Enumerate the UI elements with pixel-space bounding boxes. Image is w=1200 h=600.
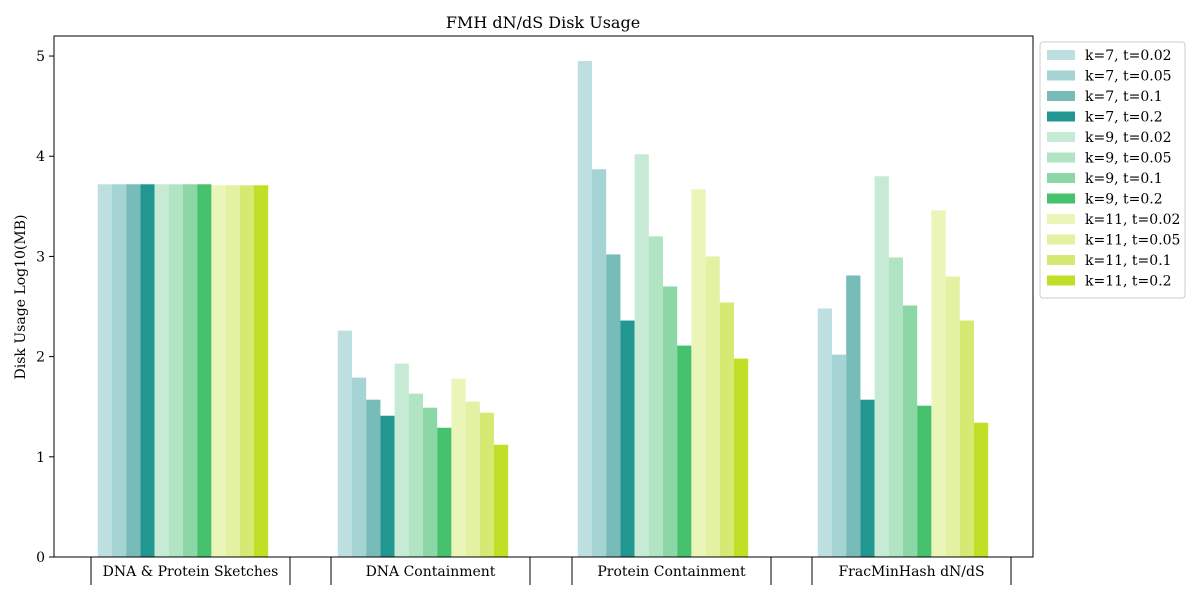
legend-swatch <box>1047 214 1075 224</box>
x-tick-label: Protein Containment <box>597 564 746 580</box>
bar-12-2 <box>494 444 509 557</box>
legend-swatch <box>1047 234 1075 245</box>
legend-swatch <box>1047 91 1075 101</box>
axes-layer: 0 1 2 3 4 5 DNA & Protein Sketches DNA Containm… <box>36 35 1034 585</box>
x-tick-label: DNA & Protein Sketches <box>103 564 279 580</box>
bar-12-3 <box>734 358 749 557</box>
bar-2-2 <box>352 377 367 557</box>
legend-label: k=9, t=0.2 <box>1085 192 1163 208</box>
bar-9-4 <box>931 210 946 557</box>
legend-label: k=9, t=0.02 <box>1085 130 1172 146</box>
bar-7-1 <box>183 184 198 557</box>
legend-swatch <box>1047 173 1075 183</box>
y-tick-label: 0 <box>36 550 45 566</box>
legend-label: k=11, t=0.2 <box>1085 274 1172 290</box>
legend-label: k=7, t=0.02 <box>1085 48 1172 64</box>
bar-5-3 <box>634 154 649 558</box>
bars-layer <box>97 61 989 558</box>
bar-11-2 <box>479 412 494 557</box>
legend-label: k=9, t=0.1 <box>1085 171 1163 187</box>
bar-4-1 <box>140 184 155 557</box>
bar-6-1 <box>168 184 183 557</box>
legend-label: k=7, t=0.1 <box>1085 89 1163 105</box>
bar-2-1 <box>112 184 127 557</box>
bar-12-1 <box>254 185 269 558</box>
y-axis-label: Disk Usage Log10(MB) <box>13 215 29 380</box>
y-tick-label: 2 <box>36 350 45 366</box>
bar-4-4 <box>860 399 875 557</box>
bar-6-3 <box>648 236 663 557</box>
plot-frame <box>53 35 1034 558</box>
bar-10-4 <box>945 276 960 557</box>
y-tick-label: 5 <box>36 49 45 65</box>
bar-4-2 <box>380 415 395 557</box>
legend-frame <box>1039 41 1186 299</box>
legend-swatch <box>1047 193 1075 204</box>
bar-5-1 <box>154 184 169 557</box>
bar-11-1 <box>239 185 254 558</box>
bar-12-4 <box>974 422 989 557</box>
bar-7-4 <box>903 305 918 557</box>
bar-8-4 <box>917 405 932 557</box>
bar-3-3 <box>606 254 621 558</box>
bar-7-2 <box>423 407 438 557</box>
legend-swatch <box>1047 70 1075 81</box>
y-tick-label: 1 <box>36 450 45 466</box>
legend-label: k=9, t=0.05 <box>1085 151 1172 167</box>
y-tick-label: 4 <box>36 149 45 165</box>
bar-7-3 <box>663 286 678 557</box>
bar-1-4 <box>817 308 832 557</box>
bar-8-3 <box>677 345 692 557</box>
bar-3-2 <box>366 399 381 557</box>
bar-3-1 <box>126 184 141 557</box>
bar-4-3 <box>620 320 635 557</box>
legend-swatch <box>1047 50 1075 60</box>
bar-9-3 <box>691 189 706 558</box>
bar-1-1 <box>97 184 112 557</box>
legend-label: k=7, t=0.2 <box>1085 110 1163 126</box>
bar-2-3 <box>592 169 607 557</box>
bar-2-4 <box>832 354 847 557</box>
legend-swatch <box>1047 275 1075 286</box>
bar-3-4 <box>846 275 861 557</box>
bar-11-3 <box>719 302 734 557</box>
legend-label: k=11, t=0.05 <box>1085 233 1180 249</box>
bar-1-2 <box>337 330 352 557</box>
legend-swatch <box>1047 152 1075 163</box>
bar-8-2 <box>437 427 452 557</box>
chart-title: FMH dN/dS Disk Usage <box>446 13 640 32</box>
x-tick-label: DNA Containment <box>366 564 496 580</box>
legend-label: k=7, t=0.05 <box>1085 69 1172 85</box>
bar-11-4 <box>959 320 974 557</box>
bar-5-2 <box>394 363 409 557</box>
bar-6-2 <box>408 393 423 557</box>
legend-label: k=11, t=0.1 <box>1085 253 1172 269</box>
bar-10-2 <box>465 401 480 557</box>
legend-swatch <box>1047 132 1075 142</box>
bar-9-1 <box>211 185 226 558</box>
bar-9-2 <box>451 378 466 557</box>
legend: k=7, t=0.02 k=7, t=0.05 k=7, t=0.1 k=7, t=0… <box>1039 41 1186 299</box>
bar-10-3 <box>705 256 720 557</box>
legend-swatch <box>1047 111 1075 122</box>
bar-6-4 <box>888 257 903 557</box>
bar-8-1 <box>197 184 212 557</box>
bar-1-3 <box>577 61 592 558</box>
legend-swatch <box>1047 255 1075 265</box>
bar-10-1 <box>225 185 240 558</box>
y-tick-label: 3 <box>36 249 45 265</box>
x-tick-label: FracMinHash dN/dS <box>838 564 984 580</box>
bar-5-4 <box>874 176 889 557</box>
legend-label: k=11, t=0.02 <box>1085 212 1180 228</box>
